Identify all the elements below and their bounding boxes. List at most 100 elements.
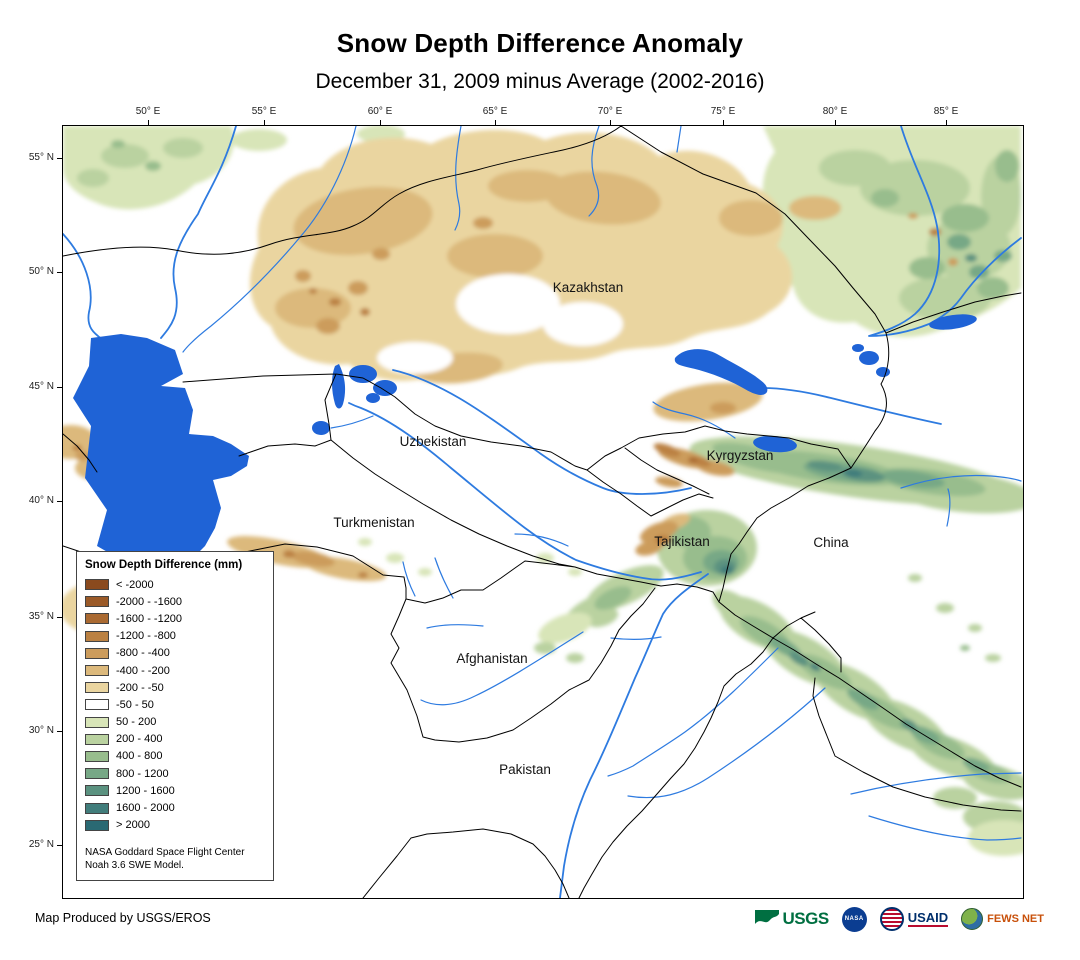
lat-label: 25° N: [28, 839, 54, 850]
fewsnet-globe-icon: [961, 908, 984, 930]
lon-tick: [723, 120, 724, 128]
usgs-logo: USGS: [754, 909, 829, 929]
legend-label: 400 - 800: [116, 750, 163, 763]
lon-tick: [495, 120, 496, 128]
legend-entry: 800 - 1200: [85, 765, 265, 782]
lon-label: 85° E: [933, 106, 959, 117]
lon-tick: [380, 120, 381, 128]
fewsnet-logo: FEWS NET: [961, 908, 1044, 930]
lon-label: 55° E: [251, 106, 277, 117]
legend-entry: 200 - 400: [85, 731, 265, 748]
country-label-kyrgyzstan: Kyrgyzstan: [707, 448, 774, 463]
logo-strip: USGS NASA USAID FEWS NET: [754, 902, 1044, 936]
legend-label: -50 - 50: [116, 698, 154, 711]
legend-swatch: [85, 630, 109, 642]
legend-entry: -1200 - -800: [85, 628, 265, 645]
legend-swatch: [85, 750, 109, 762]
legend-entry: 50 - 200: [85, 714, 265, 731]
caspian-sea: [73, 334, 249, 570]
legend-label: -400 - -200: [116, 664, 170, 677]
legend-swatch: [85, 733, 109, 745]
lat-tick: [57, 272, 65, 273]
legend-entry: 1200 - 1600: [85, 782, 265, 799]
lon-tick: [610, 120, 611, 128]
legend-entry: -400 - -200: [85, 662, 265, 679]
lake-zaysan: [929, 314, 977, 330]
usaid-logo: USAID: [879, 907, 949, 931]
lon-label: 50° E: [135, 106, 161, 117]
lon-label: 60° E: [367, 106, 393, 117]
legend-label: -2000 - -1600: [116, 595, 183, 608]
fewsnet-logo-text: FEWS NET: [987, 913, 1044, 925]
legend-box: Snow Depth Difference (mm) < -2000 -2000…: [76, 551, 274, 881]
legend-swatch: [85, 819, 109, 831]
legend-label: < -2000: [116, 578, 154, 591]
legend-entry: 400 - 800: [85, 748, 265, 765]
country-labels: Kazakhstan Uzbekistan Turkmenistan Kyrgy…: [333, 280, 849, 777]
lat-label: 50° N: [28, 266, 54, 277]
legend-label: 1600 - 2000: [116, 802, 175, 815]
river: [182, 126, 1022, 841]
lake-issyk-kul: [753, 435, 797, 453]
usgs-wave-icon: [754, 910, 779, 924]
legend-label: 800 - 1200: [116, 767, 169, 780]
legend-entry: -1600 - -1200: [85, 610, 265, 627]
nasa-logo-text: NASA: [844, 916, 864, 922]
lat-tick: [57, 387, 65, 388]
lon-tick: [264, 120, 265, 128]
legend-source: NASA Goddard Space Flight Center Noah 3.…: [85, 846, 265, 872]
legend-swatch: [85, 699, 109, 711]
legend-source-line1: NASA Goddard Space Flight Center: [85, 846, 245, 858]
legend-swatch: [85, 596, 109, 608]
legend-label: > 2000: [116, 819, 150, 832]
usgs-logo-text: USGS: [782, 909, 830, 928]
legend-label: 200 - 400: [116, 733, 163, 746]
lat-tick: [57, 617, 65, 618]
map-svg: Kazakhstan Uzbekistan Turkmenistan Kyrgy…: [63, 126, 1023, 898]
lon-label: 80° E: [822, 106, 848, 117]
legend-entry: -50 - 50: [85, 696, 265, 713]
usaid-logo-text: USAID: [907, 910, 949, 927]
legend-swatch: [85, 785, 109, 797]
legend-label: -800 - -400: [116, 647, 170, 660]
anomaly-regions: [63, 126, 1023, 856]
lat-label: 55° N: [28, 152, 54, 163]
legend-entry: -2000 - -1600: [85, 593, 265, 610]
legend-swatch: [85, 647, 109, 659]
legend-label: -1600 - -1200: [116, 612, 183, 625]
legend-label: 50 - 200: [116, 716, 157, 729]
legend-label: 1200 - 1600: [116, 784, 175, 797]
legend-label: -200 - -50: [116, 681, 164, 694]
lon-tick: [946, 120, 947, 128]
legend-swatch: [85, 768, 109, 780]
legend-entry: 1600 - 2000: [85, 799, 265, 816]
legend-swatch: [85, 802, 109, 814]
lon-label: 70° E: [597, 106, 623, 117]
lat-label: 35° N: [28, 611, 54, 622]
page-title: Snow Depth Difference Anomaly: [336, 28, 744, 58]
legend-swatch: [85, 579, 109, 591]
legend-entry: -800 - -400: [85, 645, 265, 662]
country-label-china: China: [813, 535, 849, 550]
country-label-pakistan: Pakistan: [499, 762, 551, 777]
legend-swatch: [85, 665, 109, 677]
nasa-logo: NASA: [841, 906, 867, 932]
legend-entry: -200 - -50: [85, 679, 265, 696]
alakol-lakes: [852, 344, 890, 377]
legend-swatch: [85, 682, 109, 694]
footer-credit: Map Produced by USGS/EROS: [35, 911, 211, 925]
lat-label: 30° N: [28, 725, 54, 736]
legend-swatch: [85, 716, 109, 728]
country-borders: [63, 126, 1022, 898]
country-label-turkmenistan: Turkmenistan: [333, 515, 414, 530]
legend-entry: > 2000: [85, 817, 265, 834]
lat-tick: [57, 501, 65, 502]
map-frame: Kazakhstan Uzbekistan Turkmenistan Kyrgy…: [62, 125, 1024, 899]
legend-title: Snow Depth Difference (mm): [85, 559, 243, 571]
lon-tick: [835, 120, 836, 128]
lon-label: 65° E: [482, 106, 508, 117]
country-label-tajikistan: Tajikistan: [654, 534, 710, 549]
lat-tick: [57, 731, 65, 732]
lat-label: 45° N: [28, 381, 54, 392]
legend-swatch: [85, 613, 109, 625]
